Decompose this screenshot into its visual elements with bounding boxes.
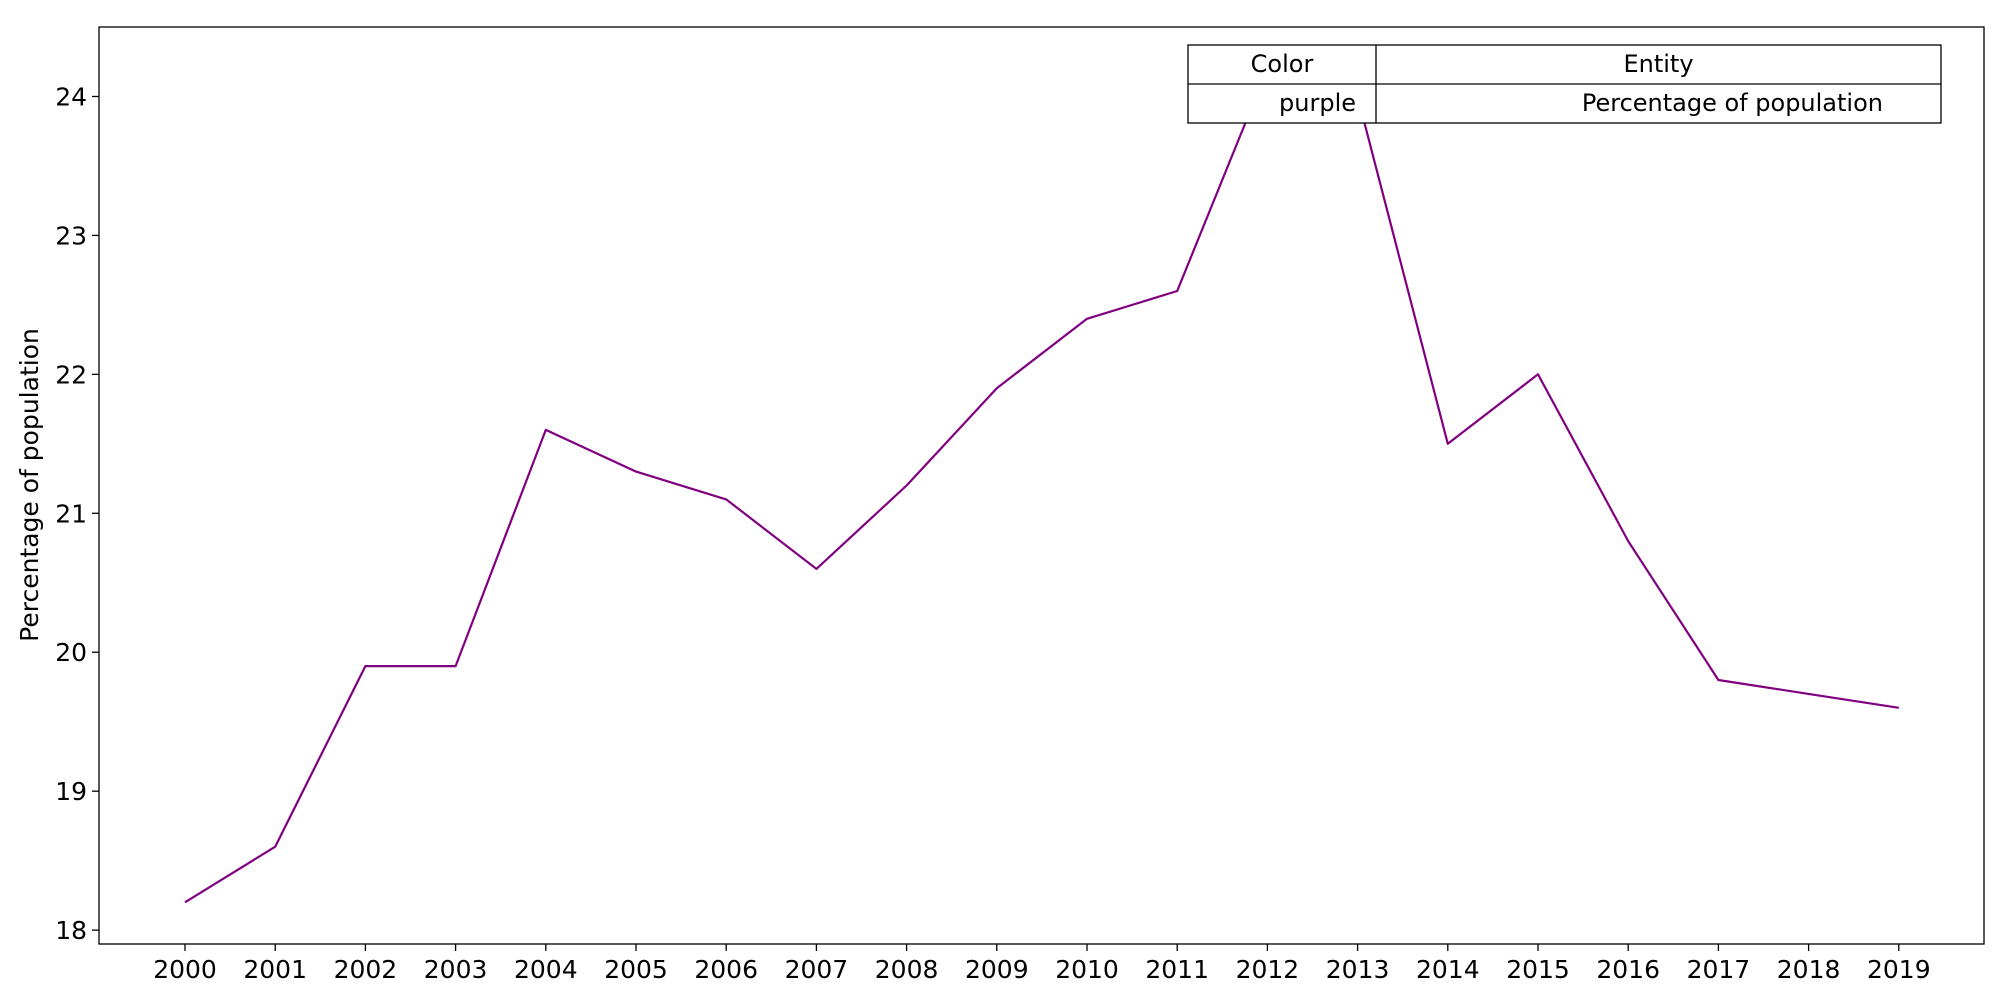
x-tick-label: 2002 bbox=[334, 955, 398, 984]
series-line bbox=[184, 67, 1899, 904]
legend-cell-entity: Percentage of population bbox=[1582, 89, 1883, 117]
y-tick-label: 21 bbox=[55, 499, 87, 528]
y-axis: 18 19 20 21 22 23 24 bbox=[55, 82, 99, 945]
x-tick-label: 2011 bbox=[1145, 955, 1209, 984]
x-tick-label: 2010 bbox=[1055, 955, 1119, 984]
legend-cell-color: purple bbox=[1279, 89, 1356, 117]
x-tick-label: 2000 bbox=[153, 955, 217, 984]
y-tick-label: 20 bbox=[55, 638, 87, 667]
x-tick-label: 2013 bbox=[1326, 955, 1390, 984]
x-tick-label: 2001 bbox=[243, 955, 307, 984]
legend-table: Color Entity purple Percentage of populatio… bbox=[1187, 44, 1942, 124]
x-tick-label: 2009 bbox=[965, 955, 1029, 984]
series-group bbox=[184, 67, 1899, 904]
x-tick-label: 2015 bbox=[1506, 955, 1570, 984]
y-tick-label: 24 bbox=[55, 82, 87, 111]
x-tick-label: 2006 bbox=[694, 955, 758, 984]
series-layer bbox=[184, 67, 1899, 904]
x-tick-label: 2003 bbox=[424, 955, 488, 984]
x-tick-label: 2007 bbox=[785, 955, 849, 984]
x-tick-label: 2008 bbox=[875, 955, 939, 984]
plot-area-frame bbox=[98, 26, 1985, 945]
x-axis: 2000 2001 2002 2003 2004 2005 2006 2007 2008 2009… bbox=[153, 944, 1931, 984]
y-axis-label: Percentage of population bbox=[15, 328, 44, 642]
x-tick-label: 2018 bbox=[1777, 955, 1841, 984]
x-tick-label: 2012 bbox=[1236, 955, 1300, 984]
y-tick-label: 19 bbox=[55, 777, 87, 806]
y-tick-label: 18 bbox=[55, 916, 87, 945]
x-tick-label: 2005 bbox=[604, 955, 668, 984]
x-tick-label: 2019 bbox=[1867, 955, 1931, 984]
y-tick-label: 23 bbox=[55, 221, 87, 250]
legend-header-color: Color bbox=[1251, 50, 1314, 78]
y-tick-label: 22 bbox=[55, 360, 87, 389]
legend-header-entity: Entity bbox=[1623, 50, 1693, 78]
x-tick-label: 2016 bbox=[1596, 955, 1660, 984]
x-tick-label: 2017 bbox=[1687, 955, 1751, 984]
x-tick-label: 2004 bbox=[514, 955, 578, 984]
x-tick-label: 2014 bbox=[1416, 955, 1480, 984]
